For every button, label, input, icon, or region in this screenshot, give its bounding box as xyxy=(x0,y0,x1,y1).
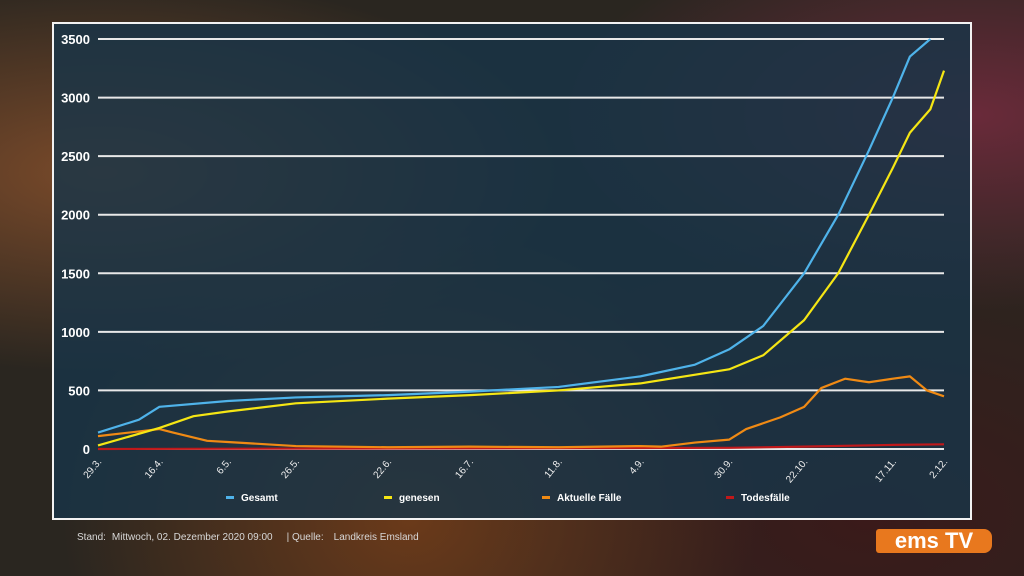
x-tick-label: 22.10. xyxy=(784,457,810,485)
x-tick-label: 16.4. xyxy=(143,457,166,481)
x-tick-label: 29.3. xyxy=(82,457,105,481)
source-label: | Quelle: xyxy=(286,532,324,543)
series-line-aktuelle-fälle xyxy=(97,375,945,449)
x-tick-label: 30.9. xyxy=(713,457,736,481)
chart-panel xyxy=(52,22,972,520)
x-tick-label: 22.6. xyxy=(372,457,395,481)
x-tick-label: 6.5. xyxy=(215,457,234,477)
series-line-todesfälle xyxy=(97,443,945,451)
stand-label: Stand: xyxy=(77,532,106,543)
series-line-genesen xyxy=(97,70,946,447)
y-tick-label: 2500 xyxy=(61,149,90,164)
legend-label: Aktuelle Fälle xyxy=(557,493,622,504)
y-tick-label: 500 xyxy=(68,383,90,398)
x-tick-label: 4.9. xyxy=(628,457,647,477)
y-tick-label: 2000 xyxy=(61,208,90,223)
x-tick-label: 17.11. xyxy=(873,457,899,485)
legend-swatch xyxy=(542,496,550,499)
legend-swatch xyxy=(726,496,734,499)
stand-value: Mittwoch, 02. Dezember 2020 09:00 xyxy=(111,532,273,543)
series-line-gesamt xyxy=(97,38,932,434)
footer: Stand: Mittwoch, 02. Dezember 2020 09:00 |… xyxy=(77,532,425,543)
ems-tv-logo: ems TV xyxy=(876,529,992,553)
legend-swatch xyxy=(226,496,234,499)
x-tick-label: 16.7. xyxy=(453,457,476,481)
y-tick-label: 1000 xyxy=(61,325,90,340)
y-tick-label: 1500 xyxy=(61,266,90,281)
source-value: Landkreis Emsland xyxy=(333,532,419,543)
legend-swatch xyxy=(384,496,392,499)
y-tick-label: 3000 xyxy=(61,91,90,106)
legend-label: Gesamt xyxy=(241,493,278,504)
y-tick-label: 0 xyxy=(83,442,90,457)
x-tick-label: 26.5. xyxy=(279,457,302,481)
x-tick-label: 2.12. xyxy=(928,457,951,481)
y-tick-label: 3500 xyxy=(61,32,90,47)
x-tick-label: 11.8. xyxy=(543,457,565,481)
legend-label: Todesfälle xyxy=(741,493,790,504)
legend-label: genesen xyxy=(399,493,440,504)
